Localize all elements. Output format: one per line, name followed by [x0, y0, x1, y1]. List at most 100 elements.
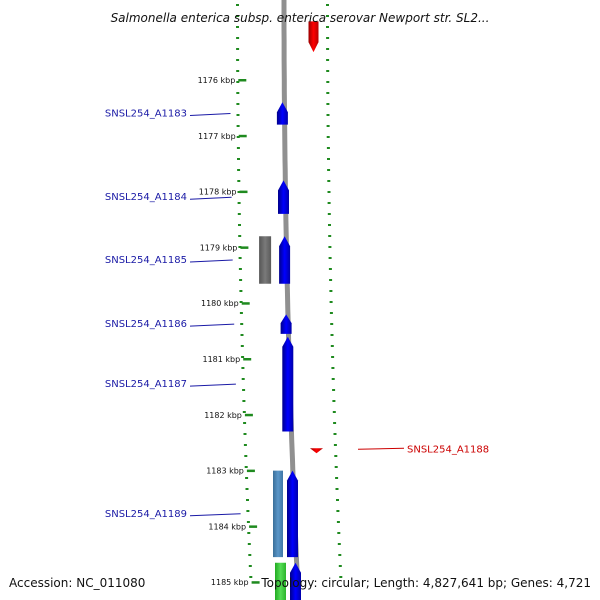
forward-gene	[276, 102, 288, 125]
ring-dot	[331, 367, 335, 369]
ring-dot	[328, 257, 332, 259]
gene-label-line	[189, 113, 231, 116]
tick-mark	[240, 246, 249, 249]
ring-dot	[236, 136, 240, 138]
gene-label-line	[189, 383, 236, 387]
ring-dot	[337, 543, 341, 545]
forward-gene	[287, 470, 298, 558]
ring-dot	[327, 158, 330, 160]
ring-dot	[240, 323, 244, 325]
ring-dot	[248, 554, 252, 556]
ring-dot	[245, 477, 249, 479]
ring-dot	[327, 191, 331, 193]
ring-dot	[248, 565, 252, 567]
ring-dot	[236, 15, 239, 17]
grey-feature	[259, 236, 272, 284]
ring-dot	[244, 455, 248, 457]
gene-label-line	[189, 513, 241, 517]
gene-label: SNSL254_A1185	[105, 255, 187, 266]
forward-gene	[282, 336, 294, 432]
gene-label: SNSL254_A1186	[105, 319, 187, 330]
ring-dot	[326, 81, 330, 83]
ring-dot	[246, 521, 250, 523]
ring-dot	[326, 70, 330, 72]
gene-label: SNSL254_A1187	[105, 379, 187, 390]
ring-dot	[329, 279, 333, 281]
ring-dot	[249, 576, 253, 578]
ring-dot	[236, 37, 240, 39]
ring-dot	[333, 444, 337, 446]
dotted-ring-right	[326, 4, 343, 578]
scale-ticks: 1176 kbp 1177 kbp 1178 kbp 1179 kbp 1180 kbp…	[198, 76, 260, 587]
tick-label: 1176 kbp	[198, 76, 236, 85]
ring-dot	[238, 268, 242, 270]
ring-dot	[328, 246, 332, 248]
gene-label: SNSL254_A1188	[407, 444, 489, 455]
ring-dot	[243, 422, 247, 424]
ring-dot	[243, 433, 247, 435]
ring-dot	[241, 378, 245, 380]
ring-dot	[326, 37, 330, 39]
tick-label: 1179 kbp	[200, 243, 238, 252]
ring-dot	[238, 235, 242, 237]
tick-mark	[238, 79, 247, 82]
tick-label: 1184 kbp	[208, 522, 246, 531]
gene-labels: SNSL254_A1183 SNSL254_A1184 SNSL254_A1185 S…	[105, 109, 489, 520]
ring-dot	[327, 169, 331, 171]
ring-dot	[242, 411, 246, 413]
ring-dot	[241, 367, 245, 369]
forward-gene	[280, 314, 292, 334]
tick-mark	[251, 581, 260, 584]
ring-dot	[333, 433, 337, 435]
ring-dot	[239, 290, 243, 292]
ring-dot	[328, 224, 331, 226]
reverse-feature	[308, 21, 319, 53]
ring-dot	[331, 356, 335, 358]
ring-dot	[328, 268, 332, 270]
ring-dot	[237, 158, 240, 160]
ring-dot	[239, 279, 243, 281]
ring-dot	[326, 114, 330, 116]
ring-dot	[330, 345, 334, 347]
gene-label: SNSL254_A1184	[105, 192, 187, 203]
ring-dot	[326, 147, 330, 149]
ring-dot	[336, 499, 339, 501]
ring-dot	[246, 499, 249, 501]
ring-dot	[329, 301, 333, 303]
gene-label: SNSL254_A1183	[105, 109, 187, 120]
green-feature	[275, 562, 286, 600]
ring-dot	[236, 103, 240, 105]
ring-dot	[336, 521, 340, 523]
ring-dot	[242, 400, 246, 402]
ring-dot	[236, 48, 240, 50]
ring-dot	[236, 81, 240, 83]
ring-dot	[332, 411, 336, 413]
ring-dot	[326, 4, 329, 6]
ring-dot	[236, 59, 240, 61]
ring-dot	[326, 136, 330, 138]
tick-label: 1180 kbp	[201, 299, 239, 308]
gene-label-line	[189, 259, 233, 263]
ring-dot	[326, 48, 330, 50]
tick-mark	[246, 469, 255, 473]
steelblue-feature	[273, 470, 283, 558]
ring-dot	[327, 202, 331, 204]
ring-dot	[240, 334, 244, 336]
tick-mark	[243, 358, 252, 361]
ring-dot	[237, 213, 241, 215]
tick-mark	[244, 413, 253, 417]
ring-dot	[327, 213, 331, 215]
tick-mark	[249, 525, 258, 528]
ring-dot	[247, 532, 251, 534]
ring-dot	[238, 246, 242, 248]
tick-mark	[241, 302, 250, 305]
ring-dot	[338, 565, 342, 567]
ring-dot	[339, 576, 343, 578]
ring-dot	[238, 224, 241, 226]
map-title: Salmonella enterica subsp. enterica sero…	[111, 11, 490, 25]
gene-label-line	[189, 323, 235, 327]
ring-dot	[332, 400, 336, 402]
ring-dot	[237, 169, 241, 171]
ring-dot	[334, 455, 338, 457]
